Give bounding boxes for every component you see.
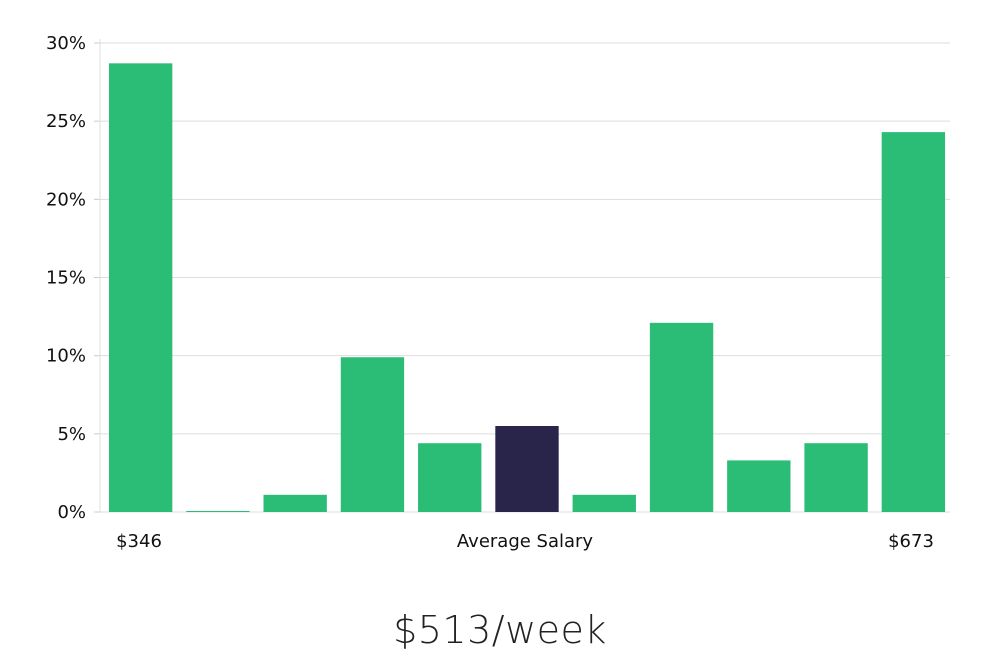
bar — [727, 460, 791, 512]
bars — [108, 63, 946, 513]
bar — [263, 494, 327, 512]
bar — [340, 357, 405, 512]
bar — [418, 443, 482, 512]
axes — [94, 39, 101, 513]
bar-average-highlight — [495, 426, 559, 512]
x-label-max: $673 — [888, 531, 934, 552]
y-tick-label: 30% — [46, 33, 86, 54]
y-tick-label: 5% — [57, 424, 86, 445]
bar — [572, 494, 636, 512]
bar — [804, 443, 868, 512]
bar — [108, 63, 173, 512]
y-tick-label: 0% — [57, 502, 86, 523]
average-salary-summary: $513/week — [393, 608, 607, 652]
bar — [186, 511, 250, 512]
salary-distribution-chart: 0%5%10%15%20%25%30% $346 Average Salary … — [46, 33, 950, 552]
x-label-average: Average Salary — [457, 531, 594, 552]
y-tick-label: 10% — [46, 346, 86, 367]
x-label-min: $346 — [116, 531, 162, 552]
y-tick-labels: 0% 5% 10% 15% 20% 25% 30% — [46, 33, 86, 523]
y-tick-label: 15% — [46, 268, 86, 289]
bar — [881, 132, 946, 513]
bar — [649, 322, 714, 512]
y-tick-label: 25% — [46, 111, 86, 132]
y-tick-label: 20% — [46, 189, 86, 210]
gridlines — [100, 42, 950, 513]
